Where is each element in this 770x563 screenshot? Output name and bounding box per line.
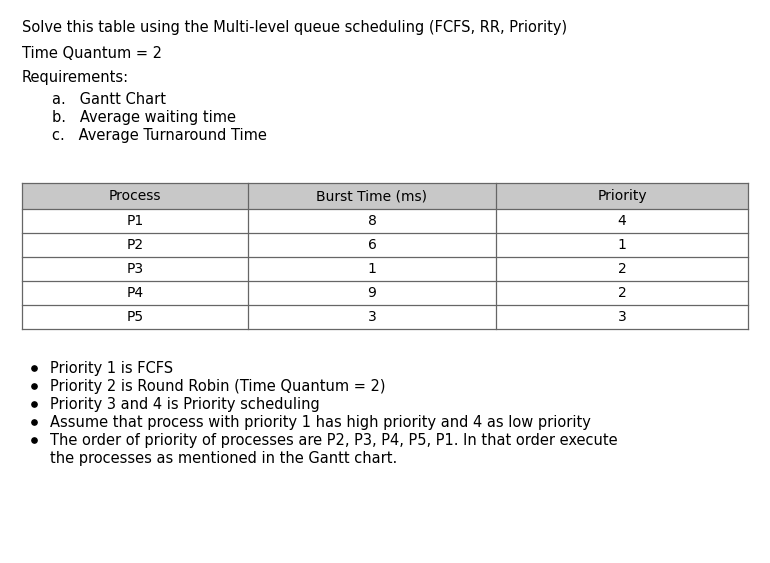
Text: Requirements:: Requirements: (22, 70, 129, 85)
Text: The order of priority of processes are P2, P3, P4, P5, P1. In that order execute: The order of priority of processes are P… (50, 433, 618, 448)
Text: 3: 3 (618, 310, 626, 324)
Text: P2: P2 (126, 238, 143, 252)
Bar (22, 281, 748, 305)
Bar (22, 305, 748, 329)
Text: b.   Average waiting time: b. Average waiting time (52, 110, 236, 125)
Text: 1: 1 (618, 238, 627, 252)
Text: Priority 2 is Round Robin (Time Quantum = 2): Priority 2 is Round Robin (Time Quantum … (50, 379, 386, 394)
Text: 6: 6 (367, 238, 377, 252)
Text: Assume that process with priority 1 has high priority and 4 as low priority: Assume that process with priority 1 has … (50, 415, 591, 430)
Text: P3: P3 (126, 262, 143, 276)
Text: 8: 8 (367, 214, 377, 228)
Text: Process: Process (109, 189, 161, 203)
Text: Burst Time (ms): Burst Time (ms) (316, 189, 427, 203)
Bar (22, 233, 748, 257)
Text: the processes as mentioned in the Gantt chart.: the processes as mentioned in the Gantt … (50, 451, 397, 466)
Text: 3: 3 (367, 310, 377, 324)
Text: 4: 4 (618, 214, 626, 228)
Text: P5: P5 (126, 310, 143, 324)
Text: Priority: Priority (598, 189, 647, 203)
Text: P1: P1 (126, 214, 144, 228)
Text: 9: 9 (367, 286, 377, 300)
Text: a.   Gantt Chart: a. Gantt Chart (52, 92, 166, 107)
Bar (22, 257, 748, 281)
Bar (22, 183, 748, 209)
Bar (22, 209, 748, 233)
Text: Priority 3 and 4 is Priority scheduling: Priority 3 and 4 is Priority scheduling (50, 397, 320, 412)
Text: 2: 2 (618, 262, 626, 276)
Text: P4: P4 (126, 286, 143, 300)
Text: 1: 1 (367, 262, 377, 276)
Text: Priority 1 is FCFS: Priority 1 is FCFS (50, 361, 173, 376)
Text: Time Quantum = 2: Time Quantum = 2 (22, 46, 162, 61)
Text: Solve this table using the Multi-level queue scheduling (FCFS, RR, Priority): Solve this table using the Multi-level q… (22, 20, 567, 35)
Text: 2: 2 (618, 286, 626, 300)
Text: c.   Average Turnaround Time: c. Average Turnaround Time (52, 128, 267, 143)
